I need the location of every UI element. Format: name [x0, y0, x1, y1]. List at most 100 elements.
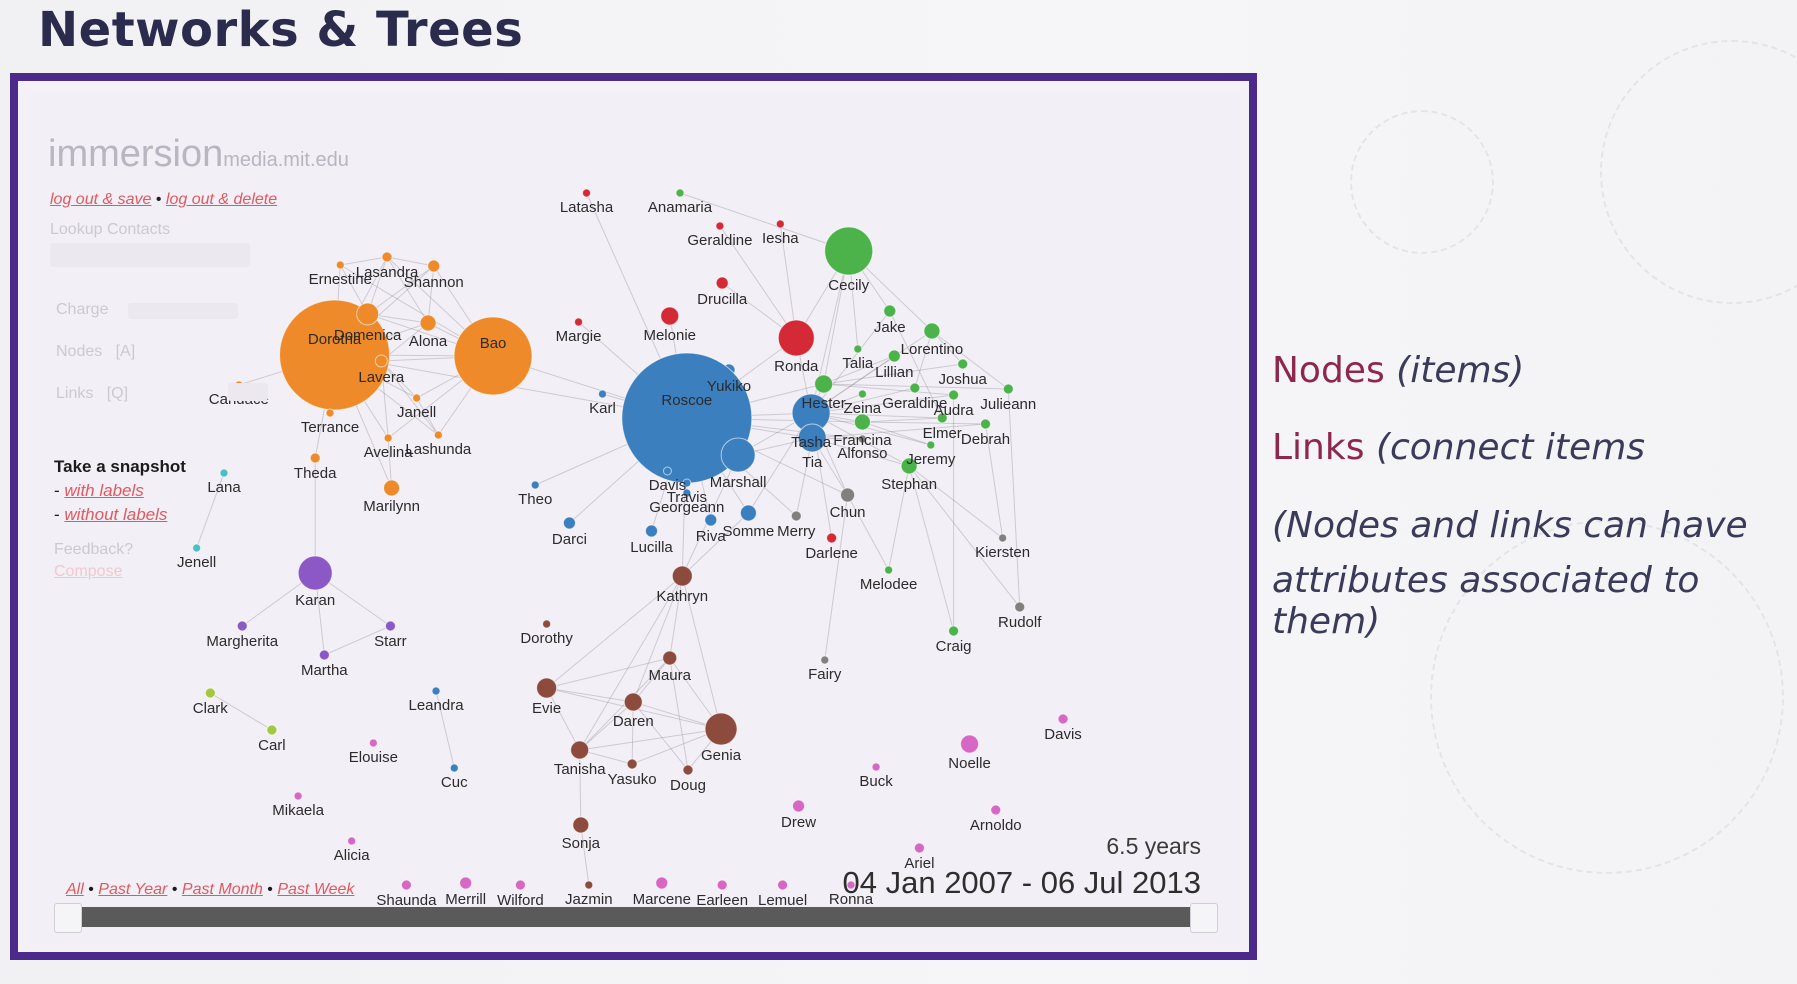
node-mikaela[interactable] [293, 791, 303, 801]
compose-link[interactable]: Compose [54, 563, 123, 580]
node-domenica[interactable] [356, 302, 380, 326]
node-julieann[interactable] [1002, 383, 1014, 395]
node-ronda[interactable] [777, 319, 815, 357]
node-margie[interactable] [574, 317, 584, 327]
node-chun[interactable] [840, 487, 856, 503]
node-karan[interactable] [297, 555, 333, 591]
node-elmer[interactable] [936, 412, 948, 424]
node-merry[interactable] [790, 510, 802, 522]
node-arnoldo[interactable] [990, 804, 1002, 816]
node-marcene[interactable] [655, 876, 669, 890]
node-wilford[interactable] [514, 879, 526, 891]
node-melodee[interactable] [884, 565, 894, 575]
node-geraldine2[interactable] [909, 382, 921, 394]
node-kathryn[interactable] [671, 565, 693, 587]
node-tia[interactable] [797, 423, 827, 453]
node-lucilla[interactable] [645, 524, 658, 538]
node-shannon[interactable] [427, 259, 441, 273]
node-travis[interactable] [682, 478, 692, 488]
node-starr[interactable] [384, 620, 396, 632]
node-rudolf[interactable] [1014, 601, 1026, 613]
node-cuc[interactable] [449, 763, 459, 773]
node-martha[interactable] [318, 649, 330, 661]
snapshot-with-labels-link[interactable]: with labels [64, 481, 144, 500]
node-hester[interactable] [814, 374, 834, 394]
node-avelina[interactable] [383, 433, 393, 443]
node-somme[interactable] [739, 504, 757, 522]
links-control-toggle[interactable] [228, 383, 268, 401]
node-earleen[interactable] [716, 879, 728, 891]
node-alona[interactable] [419, 314, 437, 332]
logout-delete-link[interactable]: log out & delete [165, 191, 278, 208]
time-range-handle-end[interactable] [1190, 903, 1218, 933]
node-merrill[interactable] [459, 876, 473, 890]
node-joshua[interactable] [957, 358, 969, 370]
node-drucilla[interactable] [715, 276, 729, 290]
brand-logo[interactable]: immersionmedia.mit.edu [48, 133, 349, 176]
node-sonja[interactable] [572, 816, 590, 834]
node-elouise[interactable] [368, 738, 378, 748]
logout-save-link[interactable]: log out & save [50, 191, 152, 208]
node-iesha[interactable] [775, 219, 785, 229]
node-alfonso[interactable] [857, 434, 867, 444]
filter-past-year-link[interactable]: Past Year [98, 881, 168, 898]
node-ariel[interactable] [913, 842, 925, 854]
node-talia[interactable] [853, 344, 863, 354]
node-kiersten[interactable] [998, 533, 1008, 543]
node-doug[interactable] [682, 764, 694, 776]
node-debrah[interactable] [980, 418, 992, 430]
charge-slider[interactable] [128, 303, 238, 319]
node-marshall[interactable] [720, 437, 756, 473]
node-darci[interactable] [562, 516, 576, 530]
node-georgeann[interactable] [682, 488, 692, 498]
node-darlene[interactable] [826, 532, 838, 544]
node-jazmin[interactable] [584, 880, 594, 890]
node-latasha[interactable] [582, 188, 592, 198]
node-alicia[interactable] [347, 836, 357, 846]
node-theo[interactable] [530, 480, 540, 490]
lookup-input[interactable] [50, 243, 250, 267]
node-jenell[interactable] [192, 543, 202, 553]
node-stephan[interactable] [900, 457, 918, 475]
node-marilynn[interactable] [383, 479, 401, 497]
node-craig[interactable] [948, 625, 960, 637]
node-zeina[interactable] [857, 389, 867, 399]
node-ronna[interactable] [846, 880, 856, 890]
node-evie[interactable] [536, 677, 558, 699]
node-jeremy[interactable] [926, 440, 936, 450]
time-range-handle-start[interactable] [54, 903, 82, 933]
filter-past-week-link[interactable]: Past Week [277, 881, 355, 898]
node-anamaria[interactable] [675, 188, 685, 198]
node-clark[interactable] [204, 687, 216, 699]
node-ernestine[interactable] [335, 260, 345, 270]
filter-past-month-link[interactable]: Past Month [181, 881, 263, 898]
node-lemuel[interactable] [777, 879, 789, 891]
node-drew[interactable] [792, 799, 806, 813]
node-lavera[interactable] [374, 354, 388, 368]
node-carl[interactable] [266, 724, 278, 736]
node-noelle[interactable] [960, 734, 980, 754]
network-graph[interactable]: Latasha Anamaria Geraldine Iesha Cecily Druci… [28, 93, 1239, 945]
node-margherita[interactable] [236, 620, 248, 632]
node-lana[interactable] [219, 468, 229, 478]
node-bao[interactable] [453, 316, 533, 396]
node-dorothy[interactable] [542, 619, 552, 629]
time-range-slider-track[interactable] [66, 907, 1202, 927]
node-daren[interactable] [623, 692, 643, 712]
node-jake[interactable] [883, 304, 897, 318]
node-janell[interactable] [412, 393, 422, 403]
node-tanisha[interactable] [570, 740, 590, 760]
node-lillian[interactable] [887, 349, 901, 363]
node-melonie[interactable] [660, 306, 680, 326]
node-riva[interactable] [704, 513, 718, 527]
node-terrance[interactable] [325, 408, 335, 418]
node-yasuko[interactable] [626, 758, 638, 770]
node-davis[interactable] [662, 466, 672, 476]
node-fairy[interactable] [820, 655, 830, 665]
node-buck[interactable] [871, 762, 881, 772]
node-lasandra[interactable] [381, 251, 393, 263]
node-karl[interactable] [597, 389, 607, 399]
node-lorentino[interactable] [923, 322, 941, 340]
node-lashunda[interactable] [433, 430, 443, 440]
node-maura[interactable] [662, 650, 678, 666]
